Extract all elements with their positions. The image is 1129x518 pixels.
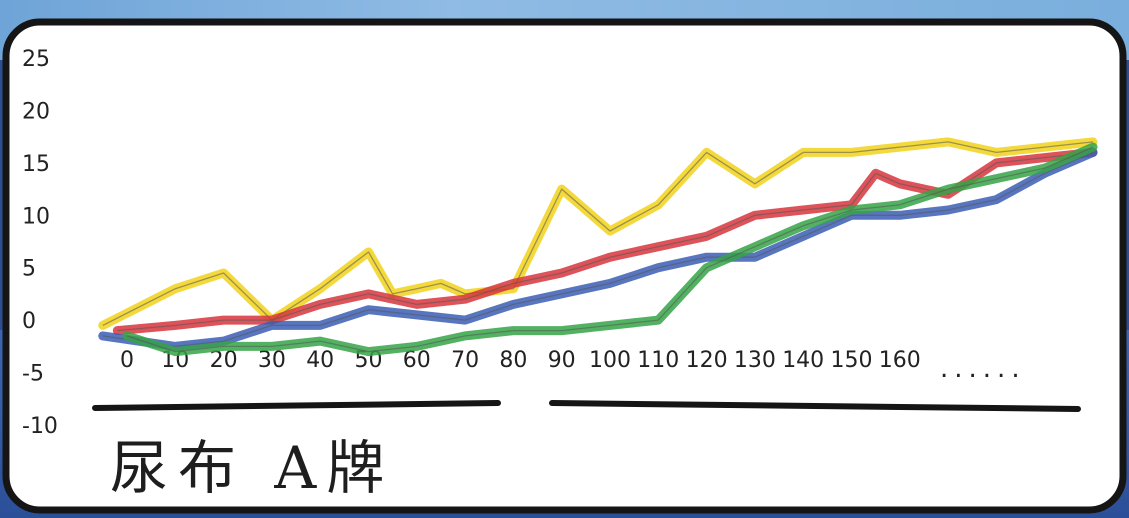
y-tick-label: 15 <box>22 152 50 177</box>
x-tick-label: 160 <box>879 348 921 373</box>
series-line-2 <box>98 147 1098 351</box>
series-line-1 <box>112 147 1098 336</box>
x-tick-label: 30 <box>258 348 286 373</box>
x-tick-label: 0 <box>120 348 134 373</box>
y-tick-label: 25 <box>22 47 50 72</box>
chart-paper <box>2 18 1127 514</box>
y-tick-label: 20 <box>22 99 50 124</box>
chart-title: 尿布 A牌 <box>110 434 394 502</box>
x-tick-label: 130 <box>734 348 776 373</box>
x-tick-label: 150 <box>831 348 873 373</box>
series-line-3 <box>122 142 1098 357</box>
y-tick-label: -5 <box>22 362 44 387</box>
x-tick-label: 100 <box>589 348 631 373</box>
x-tick-label: 140 <box>782 348 824 373</box>
separator-right <box>549 400 1081 412</box>
y-tick-label: 5 <box>22 257 36 282</box>
series-line-0 <box>98 137 1098 330</box>
x-tick-label: 20 <box>210 348 238 373</box>
x-tick-label: 90 <box>548 348 576 373</box>
x-tick-label: 40 <box>306 348 334 373</box>
x-tick-label: 120 <box>686 348 728 373</box>
x-tick-label: 80 <box>499 348 527 373</box>
y-tick-label: -10 <box>22 414 58 439</box>
x-tick-label: 110 <box>637 348 679 373</box>
x-tick-label: 60 <box>403 348 431 373</box>
y-tick-label: 0 <box>22 309 36 334</box>
separator-left <box>92 400 501 411</box>
series-pencil-core <box>117 151 1094 332</box>
x-tick-label: 70 <box>451 348 479 373</box>
series-layer <box>98 137 1098 357</box>
y-tick-label: 10 <box>22 204 50 229</box>
y-axis-ticks: 25 20 15 10 5 0 -5 -10 <box>22 47 58 439</box>
x-axis-ellipsis: ...... <box>940 354 1026 384</box>
